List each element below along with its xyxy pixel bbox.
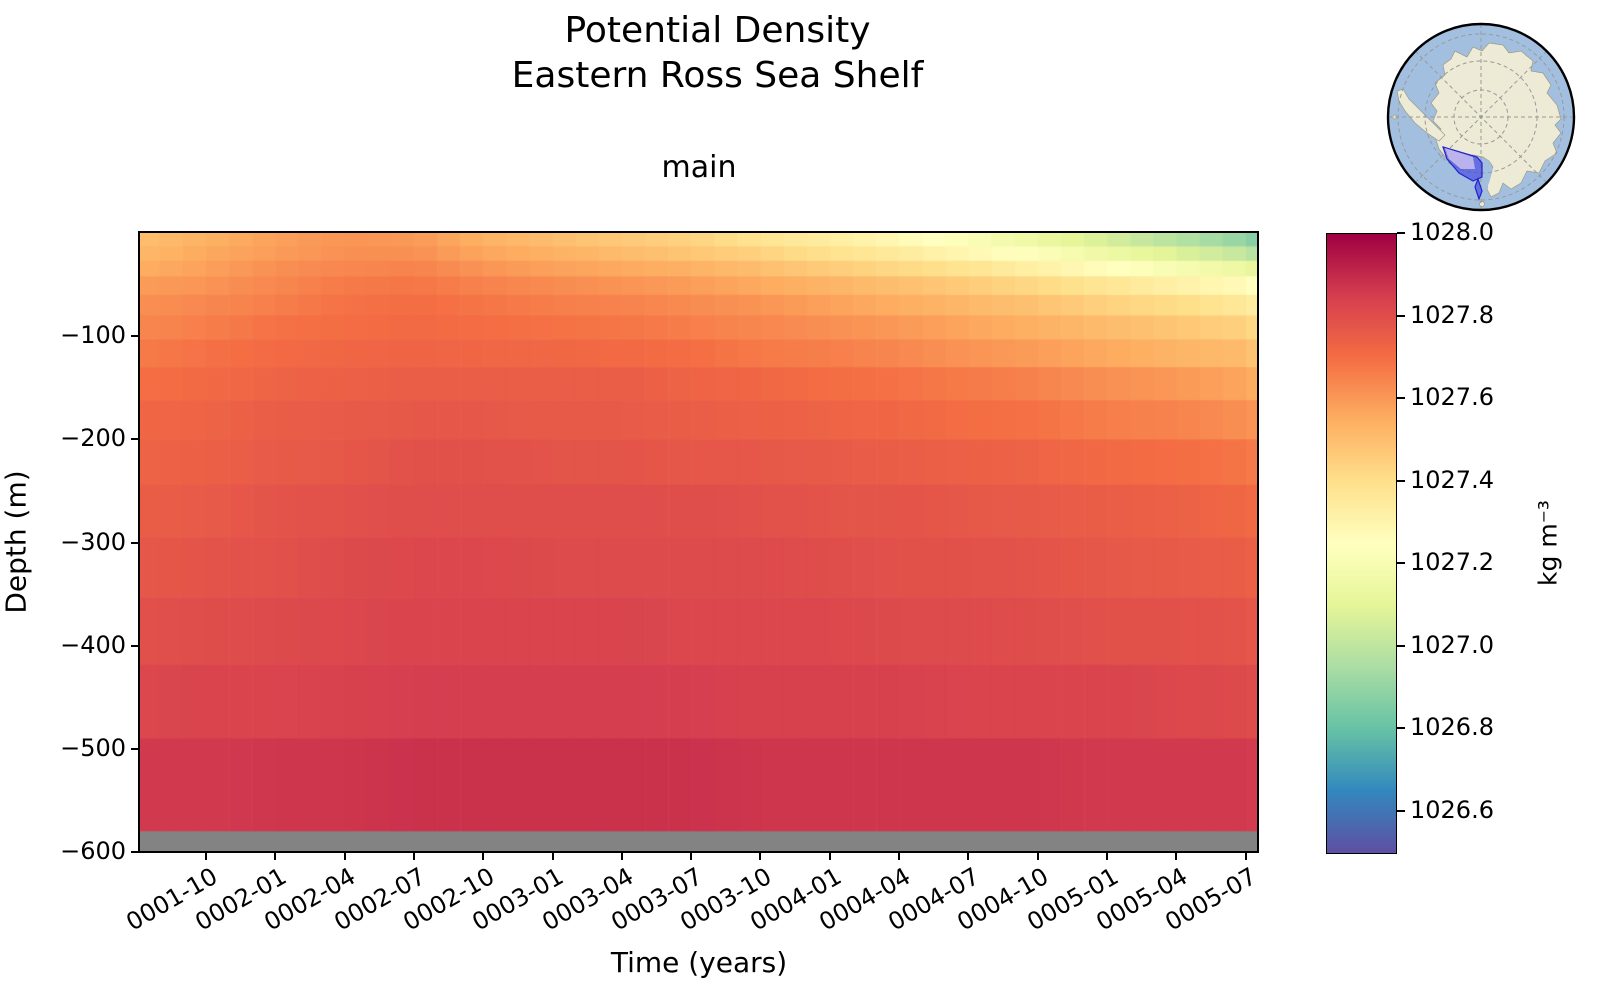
figure-title: Potential Density Eastern Ross Sea Shelf [140,8,1295,98]
x-axis-tick-mark [551,852,554,860]
axes-title: main [661,150,737,185]
y-axis-tick-label: −300 [60,527,126,556]
y-axis-tick-mark [131,335,139,338]
x-axis-label: Time (years) [610,946,788,979]
ross-sea-highlight-tail [1474,177,1483,201]
x-axis-tick-mark [204,852,207,860]
x-axis-tick-mark [620,852,623,860]
y-axis-tick-mark [131,644,139,647]
x-axis-tick-mark [482,852,485,860]
x-axis-tick-mark [690,852,693,860]
figure-title-line-1: Potential Density [564,10,871,51]
colorbar-tick-label: 1026.6 [1410,795,1494,824]
y-axis-tick-label: −100 [60,321,126,350]
ross-sea-highlight-inner [1445,148,1475,169]
map-outline [1386,22,1576,212]
y-axis-tick-label: −400 [60,630,126,659]
x-axis-tick-mark [1106,852,1109,860]
colorbar-tick-mark [1397,479,1405,482]
colorbar-tick-mark [1397,232,1405,234]
colorbar-tick-mark [1397,727,1405,730]
y-axis-tick-mark [131,747,139,750]
colorbar-tick-label: 1028.0 [1410,218,1494,246]
y-axis-tick-label: −600 [60,837,126,865]
colorbar-tick-mark [1397,314,1405,317]
colorbar-tick-label: 1027.6 [1410,383,1494,412]
colorbar-tick-mark [1397,809,1405,812]
x-axis-tick-mark [898,852,901,860]
antarctica-landmass [1430,42,1562,198]
x-axis-tick-mark [343,852,346,860]
colorbar-tick-label: 1027.2 [1410,548,1494,577]
colorbar-tick-label: 1027.4 [1410,465,1494,494]
heatmap-canvas [140,233,1258,852]
colorbar-label: kg m⁻³ [1533,500,1563,586]
map-island [1479,201,1485,207]
x-axis-tick-mark [1244,852,1247,860]
x-axis-tick-mark [967,852,970,860]
x-axis-tick-mark [1036,852,1039,860]
figure-title-line-2: Eastern Ross Sea Shelf [511,55,924,96]
x-axis-tick-mark [274,852,277,860]
x-axis-tick-mark [828,852,831,860]
antarctica-inset-map [1386,22,1576,212]
colorbar-tick-mark [1397,562,1405,565]
colorbar-gradient [1326,233,1397,854]
x-axis-tick-mark [412,852,415,860]
y-axis-tick-mark [131,851,139,853]
map-land-group [1388,24,1574,210]
y-axis-tick-mark [131,438,139,441]
colorbar-tick-label: 1026.8 [1410,713,1494,742]
x-axis-tick-mark [1175,852,1178,860]
x-axis-tick-mark [759,852,762,860]
colorbar-tick-mark [1397,397,1405,400]
y-axis-tick-mark [131,541,139,544]
colorbar-tick-mark [1397,644,1405,647]
y-axis-tick-label: −200 [60,424,126,453]
colorbar-tick-label: 1027.8 [1410,300,1494,329]
colorbar-tick-label: 1027.0 [1410,630,1494,659]
y-axis-tick-label: −500 [60,733,126,762]
